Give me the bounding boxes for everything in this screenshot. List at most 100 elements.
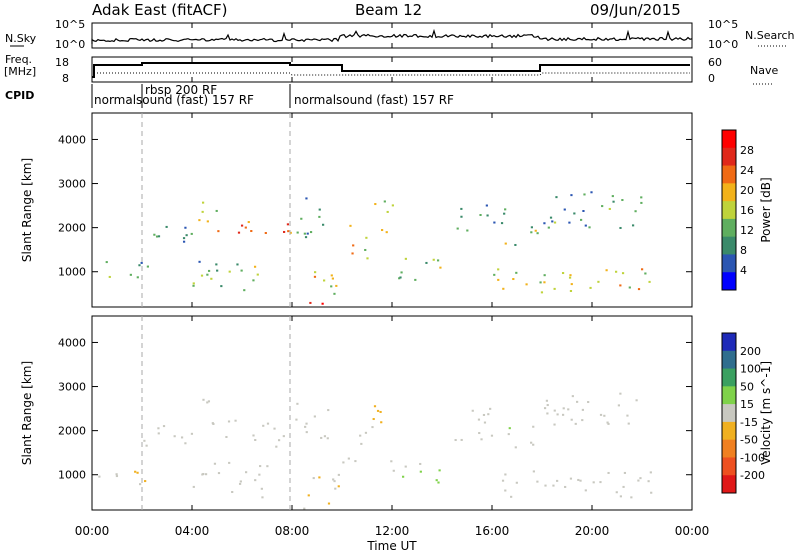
- colorbar-segment: [722, 183, 736, 202]
- scatter-cell: [530, 441, 533, 444]
- scatter-cell: [590, 191, 593, 194]
- nsearch-tick-bottom: 10^0: [708, 38, 738, 51]
- scatter-cell: [599, 413, 603, 416]
- scatter-cell: [364, 248, 367, 251]
- scatter-cell: [184, 442, 187, 445]
- scatter-cell: [553, 221, 557, 224]
- scatter-cell: [576, 400, 579, 403]
- scatter-cell: [569, 274, 572, 277]
- scatter-cell: [330, 274, 333, 277]
- scatter-cell: [282, 230, 286, 233]
- colorbar-tick-label: 15: [740, 398, 754, 411]
- scatter-cell: [605, 269, 608, 272]
- colorbar-tick-label: -100: [740, 451, 765, 464]
- scatter-cell: [592, 481, 595, 484]
- power-colorbar-label: Power [dB]: [759, 177, 773, 242]
- scatter-cell: [532, 425, 535, 428]
- scatter-cell: [584, 224, 587, 227]
- scatter-cell: [309, 231, 313, 234]
- scatter-cell: [259, 465, 262, 468]
- scatter-cell: [190, 232, 193, 235]
- scatter-cell: [202, 472, 205, 475]
- cpid-label: CPID: [5, 89, 34, 102]
- noise-trace: [91, 28, 693, 44]
- scatter-cell: [327, 409, 330, 412]
- scatter-cell: [631, 224, 635, 227]
- scatter-cell: [145, 444, 148, 447]
- colorbar-segment: [722, 404, 736, 423]
- scatter-cell: [555, 196, 558, 199]
- scatter-cell: [640, 268, 644, 271]
- scatter-cell: [206, 220, 209, 223]
- scatter-cell: [305, 422, 308, 425]
- scatter-cell: [400, 271, 403, 274]
- cpid-mode-1: normalsound (fast) 157 RF: [94, 93, 254, 107]
- scatter-cell: [252, 434, 255, 437]
- scatter-cell: [490, 434, 494, 437]
- scatter-cell: [334, 487, 337, 490]
- scatter-cell: [581, 408, 584, 411]
- scatter-cell: [376, 409, 380, 412]
- scatter-cell: [313, 275, 317, 278]
- scatter-cell: [372, 418, 375, 421]
- colorbar-tick-label: 24: [740, 164, 754, 177]
- scatter-cell: [504, 208, 507, 211]
- scatter-cell: [630, 496, 633, 499]
- scatter-cell: [200, 274, 204, 277]
- xaxis-label: Time UT: [366, 539, 417, 553]
- scatter-cell: [552, 484, 555, 487]
- scatter-cell: [611, 195, 614, 198]
- scatter-cell: [296, 231, 299, 234]
- scatter-cell: [612, 200, 615, 203]
- scatter-cell: [309, 301, 312, 304]
- scatter-cell: [626, 414, 629, 417]
- colorbar-segment: [722, 333, 736, 352]
- scatter-cell: [207, 400, 211, 403]
- scatter-cell: [608, 207, 611, 210]
- scatter-cell: [543, 407, 547, 410]
- scatter-cell: [471, 409, 474, 412]
- scatter-cell: [532, 470, 535, 473]
- scatter-cell: [173, 435, 176, 438]
- scatter-cell: [264, 232, 267, 235]
- scatter-cell: [579, 479, 582, 482]
- colorbar-segment: [722, 439, 736, 458]
- scatter-cell: [487, 413, 490, 416]
- scatter-cell: [245, 471, 248, 474]
- scatter-cell: [534, 229, 537, 232]
- scatter-cell: [307, 494, 310, 497]
- ytick-label: 1000: [58, 469, 86, 482]
- scatter-cell: [480, 438, 483, 441]
- scatter-cell: [436, 259, 440, 262]
- scatter-cell: [508, 427, 511, 430]
- scatter-cell: [286, 223, 290, 226]
- scatter-cell: [211, 422, 214, 425]
- scatter-cell: [146, 265, 149, 268]
- scatter-cell: [547, 226, 550, 229]
- scatter-cell: [322, 223, 325, 226]
- scatter-cell: [512, 278, 515, 281]
- scatter-cell: [261, 496, 264, 499]
- scatter-cell: [228, 270, 231, 273]
- scatter-cell: [507, 433, 510, 436]
- colorbar-frame: [721, 332, 737, 494]
- scatter-cell: [454, 439, 457, 442]
- scatter-cell: [201, 210, 204, 213]
- scatter-cell: [228, 461, 231, 464]
- scatter-cell: [304, 236, 308, 239]
- ytick-label: 2000: [58, 425, 86, 438]
- ytick-label: 4000: [58, 336, 86, 349]
- ytick-label: 2000: [58, 222, 86, 235]
- velocity-yaxis: 4000 3000 2000 1000: [58, 336, 692, 482]
- scatter-cell: [438, 469, 441, 472]
- plot-title: Adak East (fitACF): [92, 1, 227, 19]
- xtick-label: 16:00: [475, 524, 510, 538]
- cpid-mode-3: normalsound (fast) 157 RF: [294, 93, 454, 107]
- scatter-cell: [237, 231, 241, 234]
- scatter-cell: [192, 284, 195, 287]
- scatter-cell: [385, 231, 388, 234]
- nave-label: Nave: [750, 64, 778, 77]
- scatter-cell: [374, 203, 377, 206]
- colorbar-tick-label: -200: [740, 469, 765, 482]
- scatter-cell: [296, 402, 299, 405]
